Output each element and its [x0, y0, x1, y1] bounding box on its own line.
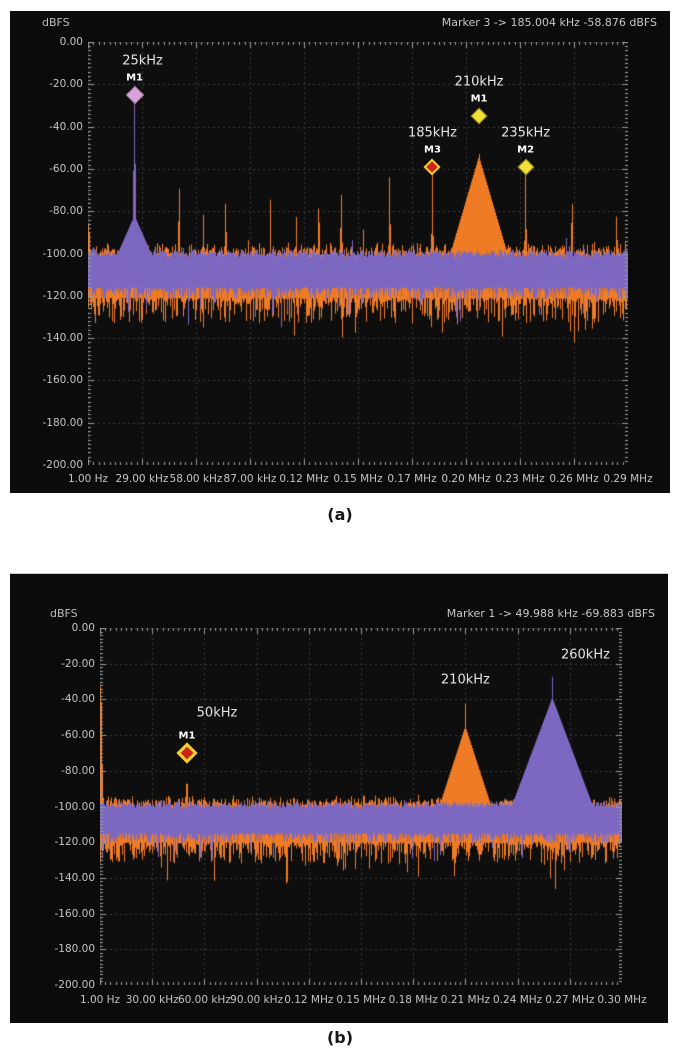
spectrum-analyzer-panel-b: dBFS Marker 1 -> 49.988 kHz -69.883 dBFS… — [10, 573, 668, 1023]
x-tick-label: 0.15 MHz — [333, 473, 383, 485]
marker-frequency-label: 210kHz — [454, 74, 504, 90]
x-tick-label: 0.29 MHz — [603, 473, 653, 485]
x-tick-label: 0.21 MHz — [440, 994, 490, 1006]
figure-caption-a: (a) — [327, 505, 353, 524]
y-tick-label: -140.00 — [42, 332, 83, 345]
marker-readout: Marker 3 -> 185.004 kHz -58.876 dBFS — [441, 16, 657, 29]
y-tick-label: -80.00 — [61, 764, 95, 777]
spectrum-plot-b — [100, 628, 622, 985]
x-tick-label: 58.00 kHz — [169, 473, 223, 485]
marker-name-label: M1 — [470, 93, 488, 105]
x-tick-label: 0.26 MHz — [549, 473, 599, 485]
x-tick-label: 0.30 MHz — [597, 994, 647, 1006]
x-tick-label: 0.12 MHz — [279, 473, 329, 485]
x-tick-label: 1.00 Hz — [79, 994, 121, 1006]
y-tick-label: -160.00 — [54, 907, 95, 920]
marker-frequency-label: 50kHz — [196, 705, 238, 721]
y-tick-label: -20.00 — [49, 78, 83, 91]
x-tick-label: 29.00 kHz — [115, 473, 169, 485]
y-tick-label: -160.00 — [42, 374, 83, 387]
frequency-annotation: 260kHz — [560, 647, 610, 663]
y-axis-unit-label: dBFS — [42, 16, 70, 29]
y-tick-label: -200.00 — [54, 979, 95, 991]
x-tick-label: 90.00 kHz — [230, 994, 284, 1006]
x-tick-label: 0.23 MHz — [495, 473, 545, 485]
y-tick-label: 0.00 — [71, 622, 95, 634]
y-tick-label: -60.00 — [49, 162, 83, 175]
marker-name-label: M1 — [126, 72, 144, 84]
x-tick-label: 1.00 Hz — [67, 473, 109, 485]
y-tick-label: -140.00 — [54, 871, 95, 884]
x-tick-label: 60.00 kHz — [177, 994, 231, 1006]
y-tick-label: -20.00 — [61, 657, 95, 670]
x-tick-label: 0.27 MHz — [545, 994, 595, 1006]
y-tick-label: -180.00 — [42, 416, 83, 429]
marker-name-label: M3 — [424, 144, 441, 156]
marker-name-label: M2 — [517, 144, 535, 156]
y-tick-label: -60.00 — [61, 729, 95, 742]
x-tick-label: 0.15 MHz — [336, 994, 386, 1006]
marker-name-label: M1 — [178, 730, 196, 742]
y-tick-label: -100.00 — [42, 247, 83, 260]
marker-frequency-label: 25kHz — [122, 53, 163, 69]
x-tick-label: 87.00 kHz — [223, 473, 277, 485]
y-tick-label: -40.00 — [49, 120, 83, 133]
x-tick-label: 0.17 MHz — [387, 473, 437, 485]
y-tick-label: -180.00 — [54, 943, 95, 956]
marker-frequency-label: 235kHz — [501, 125, 551, 141]
spectrum-plot-a — [88, 42, 628, 465]
y-axis-unit-label: dBFS — [50, 607, 78, 620]
x-tick-label: 0.18 MHz — [388, 994, 438, 1006]
y-tick-label: -80.00 — [49, 205, 83, 218]
x-tick-label: 30.00 kHz — [125, 994, 179, 1006]
frequency-annotation: 210kHz — [440, 672, 490, 688]
spectrum-analyzer-panel-a: dBFS Marker 3 -> 185.004 kHz -58.876 dBF… — [10, 11, 670, 493]
x-tick-label: 0.24 MHz — [493, 994, 543, 1006]
y-tick-label: -100.00 — [54, 800, 95, 813]
y-tick-label: -40.00 — [61, 693, 95, 706]
y-tick-label: -200.00 — [42, 459, 83, 471]
figure-caption-b: (b) — [326, 1028, 354, 1047]
y-tick-label: -120.00 — [42, 289, 83, 302]
y-tick-label: 0.00 — [59, 36, 83, 48]
marker-frequency-label: 185kHz — [407, 125, 457, 141]
x-tick-label: 0.12 MHz — [284, 994, 334, 1006]
x-tick-label: 0.20 MHz — [441, 473, 491, 485]
marker-readout: Marker 1 -> 49.988 kHz -69.883 dBFS — [446, 607, 655, 620]
y-tick-label: -120.00 — [54, 836, 95, 849]
